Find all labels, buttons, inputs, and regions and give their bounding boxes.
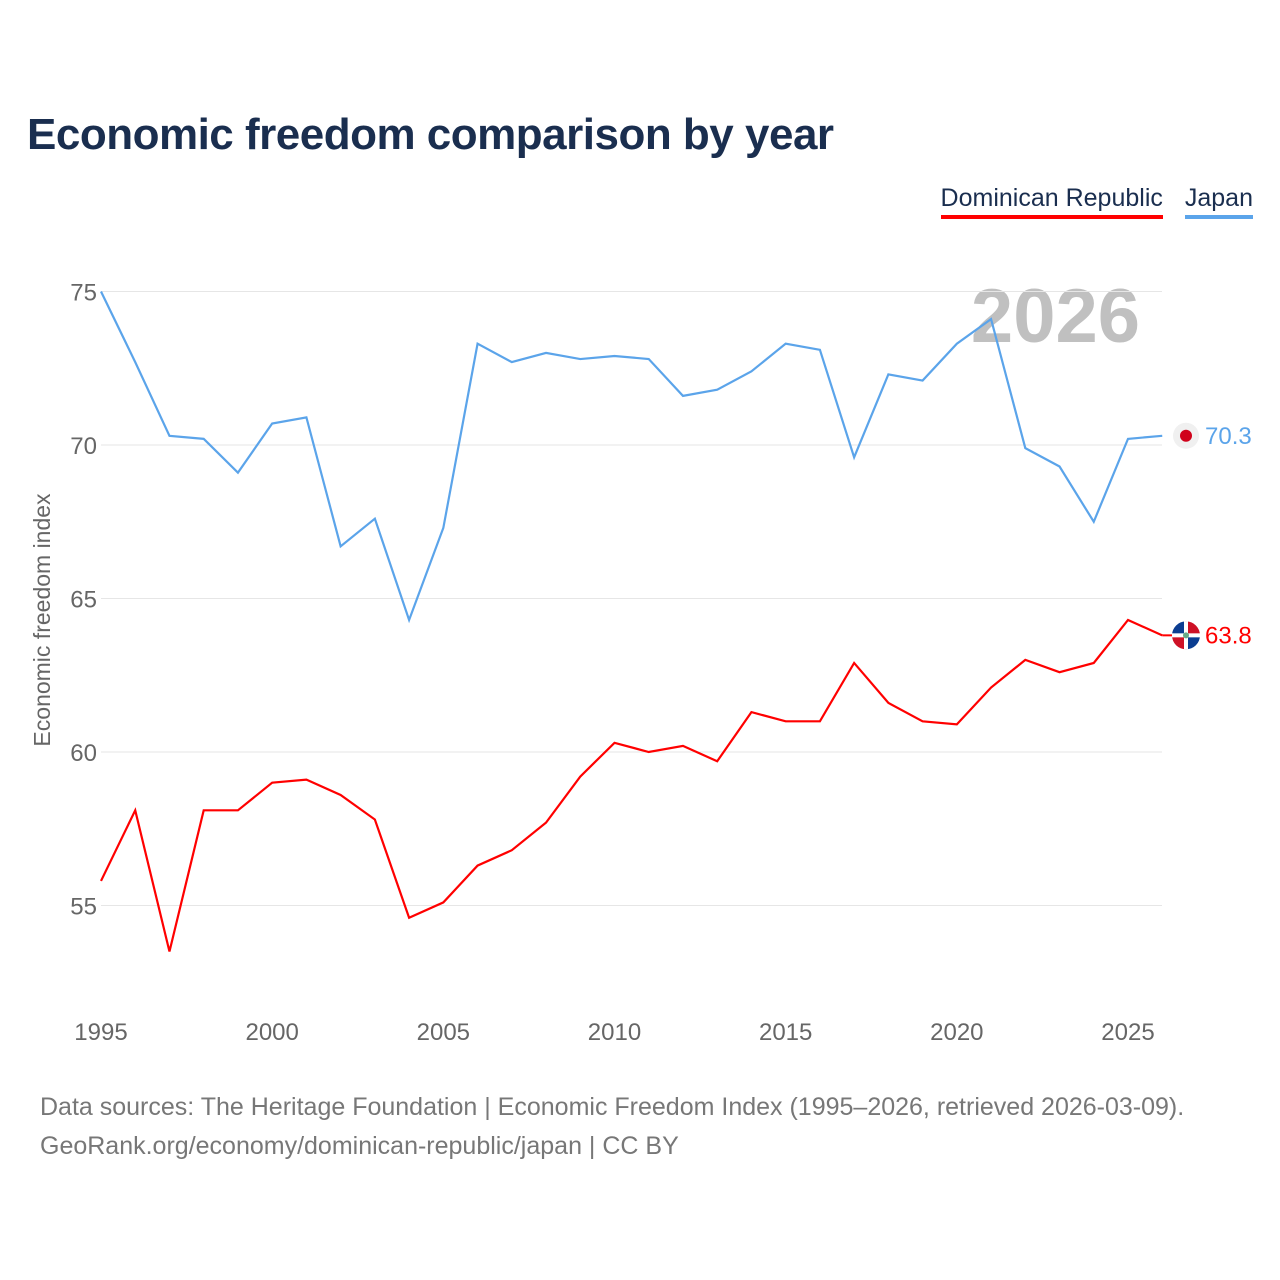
y-tick-label: 75 <box>70 280 97 307</box>
x-tick-label: 1995 <box>74 1019 127 1046</box>
series-line-dominican-republic <box>100 618 1163 952</box>
dominican-flag-quadrant <box>1172 635 1186 650</box>
end-value-label: 70.3 <box>1205 423 1252 450</box>
legend-item-dominican-republic[interactable]: Dominican Republic <box>940 184 1163 219</box>
x-tick-label: 2005 <box>417 1019 470 1046</box>
legend-item-japan[interactable]: Japan <box>1184 184 1253 219</box>
end-value-label: 63.8 <box>1205 622 1252 649</box>
x-tick-label: 2000 <box>245 1019 298 1046</box>
footer: Data sources: The Heritage Foundation | … <box>40 1088 1184 1166</box>
x-tick-label: 2015 <box>759 1019 812 1046</box>
x-tick-label: 2025 <box>1101 1019 1154 1046</box>
japan-flag-dot <box>1180 429 1192 442</box>
line-chart: 2026 55 60 65 70 75 1995 2000 2005 2010 2015 2020 20… <box>29 274 1252 1046</box>
footer-link[interactable]: GeoRank.org/economy/dominican-republic/j… <box>40 1132 679 1160</box>
dominican-flag-quadrant <box>1186 635 1200 650</box>
dominican-flag-quadrant <box>1186 621 1200 636</box>
series-line-japan <box>100 291 1163 624</box>
year-watermark: 2026 <box>971 274 1140 359</box>
legend: Dominican Republic Japan <box>940 184 1253 219</box>
y-tick-label: 65 <box>70 587 97 614</box>
dominican-flag-icon <box>1172 621 1186 636</box>
chart-title: Economic freedom comparison by year <box>27 110 834 159</box>
y-tick-label: 60 <box>70 740 97 767</box>
dominican-flag-emblem <box>1183 632 1189 639</box>
y-axis-label: Economic freedom index <box>29 493 55 747</box>
x-tick-label: 2020 <box>930 1019 983 1046</box>
y-tick-label: 55 <box>70 894 97 921</box>
footer-sources: Data sources: The Heritage Foundation | … <box>40 1093 1185 1121</box>
y-tick-label: 70 <box>70 433 97 460</box>
x-tick-label: 2010 <box>588 1019 641 1046</box>
